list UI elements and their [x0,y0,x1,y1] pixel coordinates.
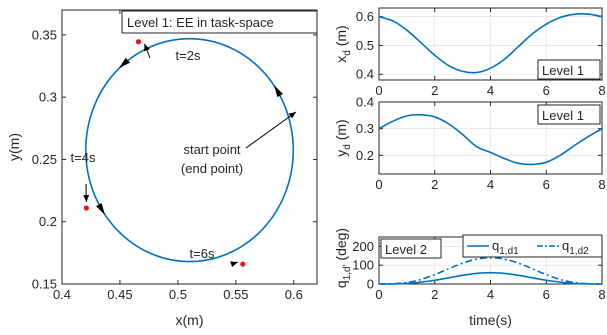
series-line [378,271,603,285]
y-axis-label-unit: (deg) [333,228,349,265]
time-label: t=2s [176,48,201,63]
direction-arrow [274,85,283,98]
level-label: Level 1 [542,108,584,123]
y-tick-label: 0.25 [32,152,57,167]
time-label: t=4s [71,150,96,165]
legend-entry-main: q [562,238,569,253]
legend-entry: q1,d1 [492,238,519,257]
y-axis-label-main: x [333,56,349,63]
y-axis-label: yd (m) [333,119,353,156]
y-tick-label: 200 [352,239,374,254]
x-tick-label: 8 [598,83,605,98]
time-marker [83,205,89,211]
x-tick-label: 0.55 [223,287,248,302]
x-tick-label: 0 [375,83,382,98]
chart-title: Level 1: EE in task-space [127,15,274,30]
y-tick-label: 0.35 [32,27,57,42]
legend-box [462,234,603,258]
y-tick-label: 0 [367,277,374,292]
y-tick-label: 0.4 [356,95,374,110]
task-space-plot: 0.4 0.45 0.5 0.55 0.6 0.15 0.2 0.25 0.3 0.35 Level… [6,9,318,328]
x-tick-label: 6 [543,287,550,302]
time-arrow-head [144,43,150,52]
y-axis-label: y(m) [6,133,22,161]
y-tick-label: 0.4 [356,67,374,82]
series-line [378,13,603,74]
x-axis-label: time(s) [469,312,512,328]
level-box [537,59,601,80]
level-box [380,238,442,259]
end-point-label: (end point) [181,161,243,176]
level-label: Level 1 [542,63,584,78]
x-tick-label: 2 [431,287,438,302]
legend-entry-main: q [492,238,499,253]
y-axis-label-unit: (m) [333,25,349,50]
time-label: t=6s [190,246,215,261]
time-arrow-head [230,261,238,268]
x-tick-label: 2 [431,83,438,98]
y-axis-label: xd (m) [333,25,353,62]
legend-entry-sub: 1,d2 [569,246,589,257]
x-axis-label: x(m) [176,312,204,328]
direction-arrow [96,203,105,216]
plot-frame [61,9,318,285]
y-axis-label-sub: d [342,50,353,56]
x-tick-label: 0.5 [169,287,187,302]
x-tick-label: 4 [487,83,494,98]
x-tick-label: 0 [375,177,382,192]
y-tick-label: 100 [352,258,374,273]
x-tick-label: 4 [487,177,494,192]
y-axis-label-main: q [333,280,349,288]
time-marker [135,39,142,45]
start-point-arrow-line [245,111,297,149]
y-tick-label: 0.6 [356,9,374,24]
y-axis-label-unit: (m) [333,119,349,144]
y-axis-label: q1,d' (deg) [333,228,353,288]
start-point-arrow-head [288,112,296,119]
x-tick-label: 6 [543,177,550,192]
start-point-label: start point [183,142,240,157]
x-tick-label: 4 [487,287,494,302]
y-tick-label: 0.5 [356,38,374,53]
time-arrow-head [83,194,90,203]
series-line [378,113,603,166]
level-label: Level 2 [385,242,427,257]
legend-entry: q1,d2 [562,238,589,257]
level-box [537,104,601,125]
legend: q1,d1 q1,d2 [462,234,603,258]
y-axis-label-sub: d [342,144,353,150]
x-tick-label: 0.45 [107,287,132,302]
y-tick-label: 0.3 [39,90,57,105]
y-axis-label-main: y [333,150,349,157]
x-tick-label: 6 [543,83,550,98]
y-tick-label: 0.15 [32,277,57,292]
x-tick-label: 0.6 [285,287,303,302]
yd-plot: 0 2 4 6 8 0.2 0.3 0.4 Level 1 yd (m) [333,95,606,193]
title-box [121,10,318,34]
xd-plot: 0 2 4 6 8 0.4 0.5 0.6 Level 1 xd (m) [333,7,606,98]
trajectory-circle [84,37,295,263]
x-tick-label: 8 [598,177,605,192]
x-tick-label: 0.4 [53,287,71,302]
y-tick-label: 0.2 [39,214,57,229]
series-line [378,256,603,285]
x-tick-label: 8 [598,287,605,302]
x-tick-label: 2 [431,177,438,192]
legend-entry-sub: 1,d1 [499,246,519,257]
y-axis-label-sub: 1,d' [342,264,353,280]
y-tick-label: 0.3 [356,121,374,136]
time-marker [240,261,246,267]
x-tick-label: 0 [375,287,382,302]
direction-arrow [118,57,130,69]
y-tick-label: 0.2 [356,148,374,163]
